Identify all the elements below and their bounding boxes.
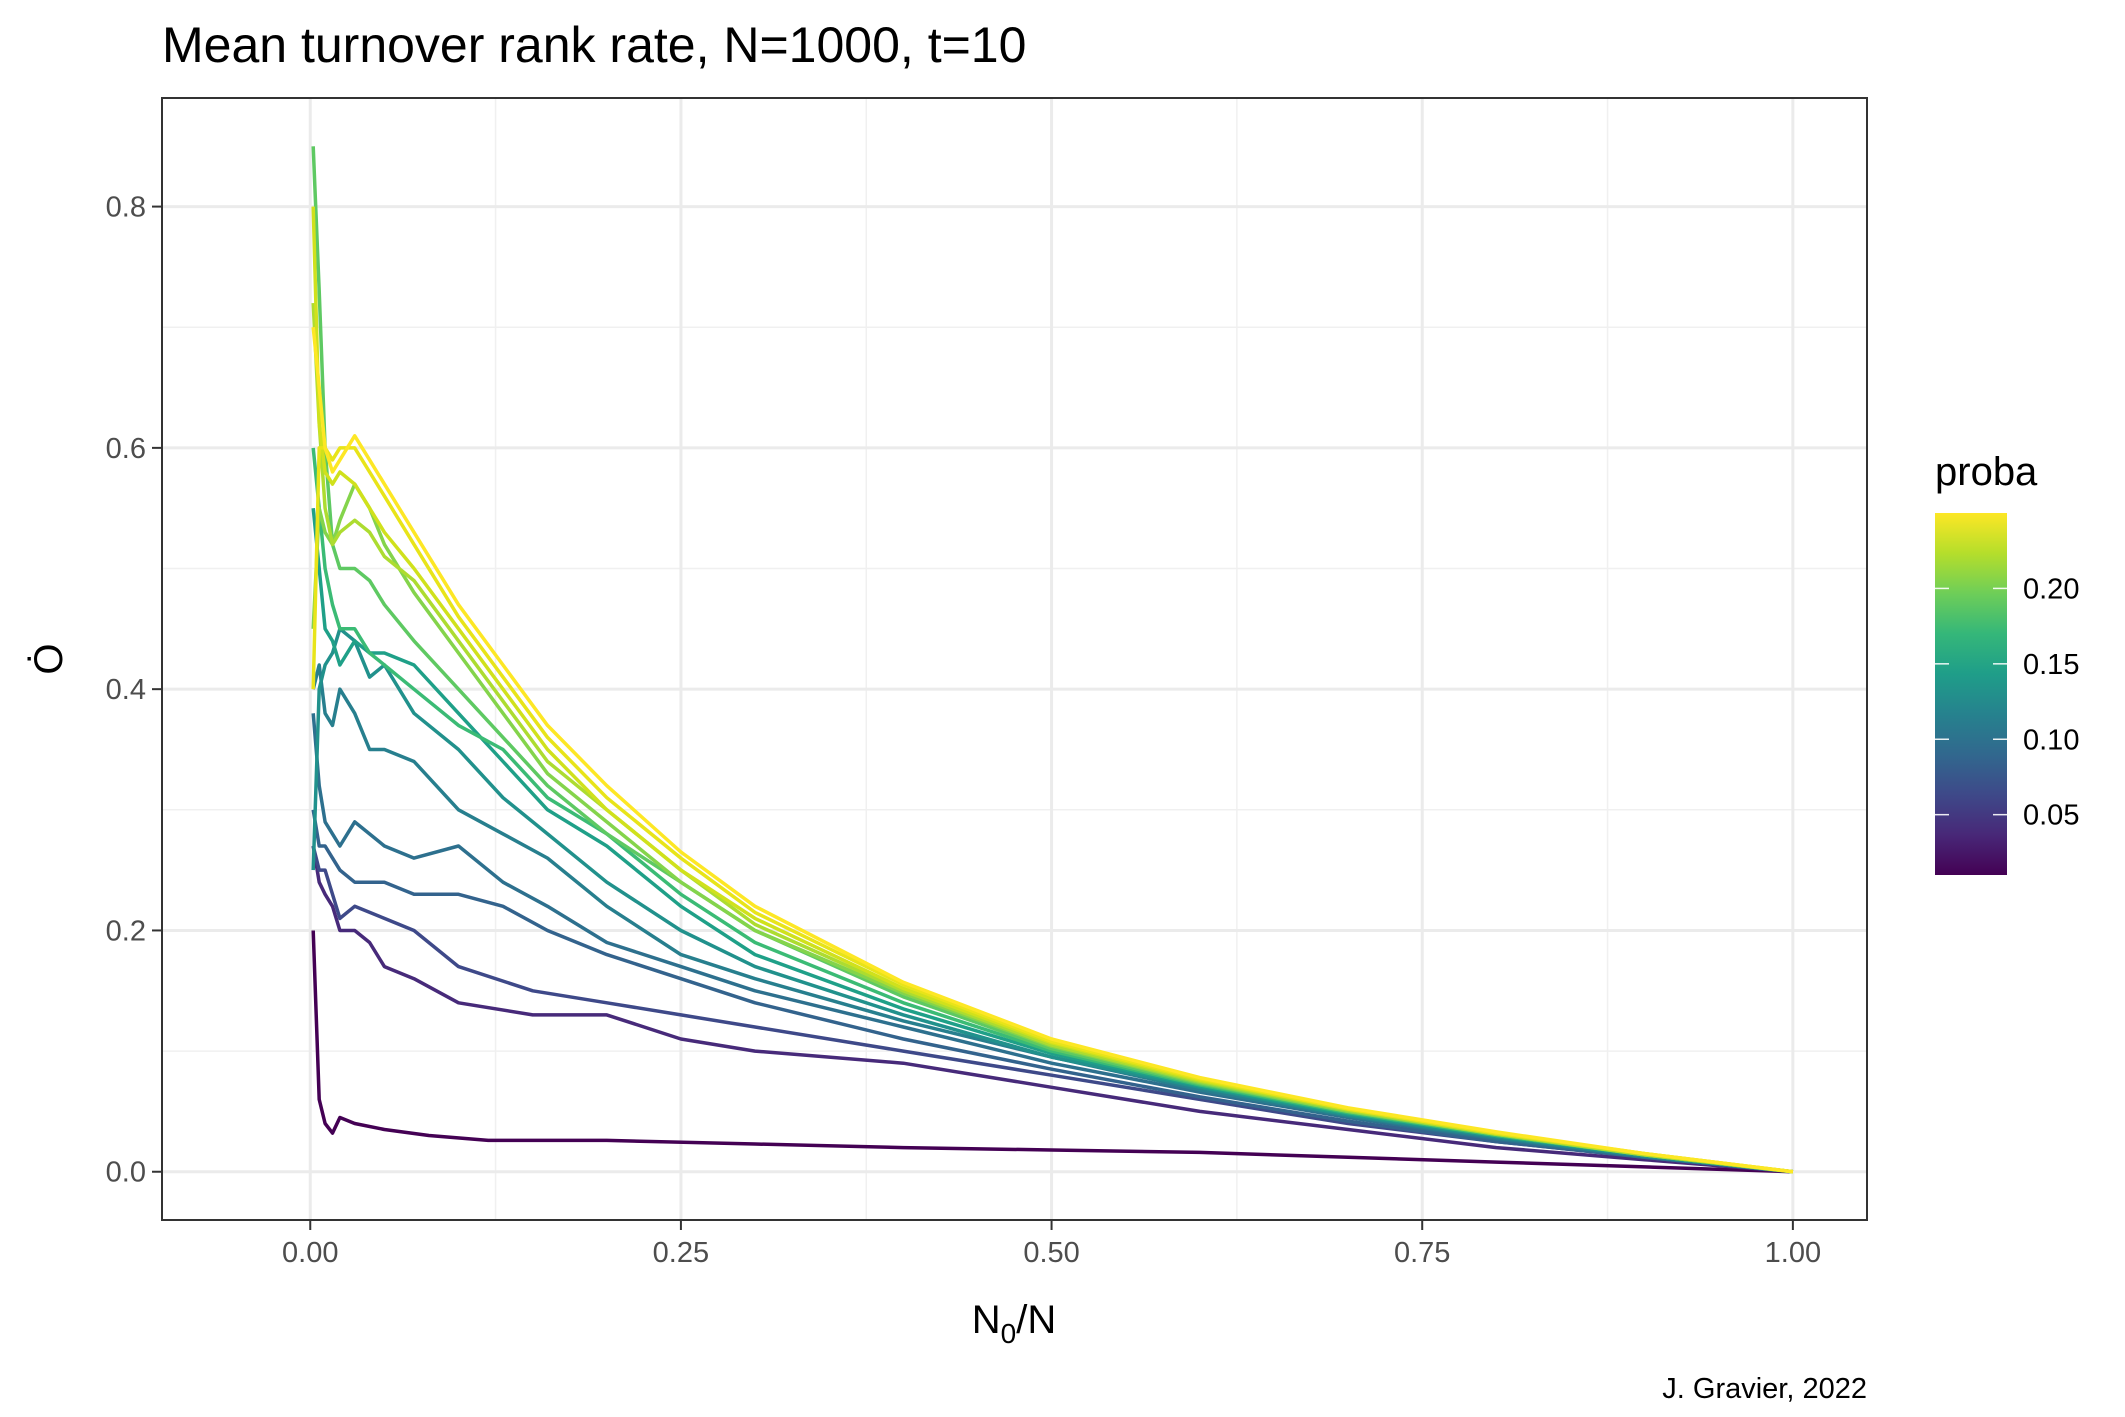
x-tick-label: 1.00 <box>1765 1237 1821 1269</box>
x-axis-title-main: N <box>972 1298 1001 1342</box>
x-axis-title: N0/N <box>972 1298 1056 1349</box>
x-tick-label: 0.75 <box>1394 1237 1450 1269</box>
x-tick-label: 0.50 <box>1023 1237 1079 1269</box>
series-line <box>311 930 1793 1174</box>
x-axis: 0.00 0.25 0.50 0.75 1.00 <box>282 1220 1821 1269</box>
series-lines <box>311 146 1794 1174</box>
colorbar-tick-label: 0.20 <box>2023 573 2079 605</box>
chart-title: Mean turnover rank rate, N=1000, t=10 <box>162 17 1026 73</box>
y-tick-label: 0.8 <box>106 192 146 224</box>
series-line <box>311 845 1794 1174</box>
series-line <box>311 663 1794 1174</box>
y-tick-label: 0.6 <box>106 433 146 465</box>
colorbar-tick-label: 0.10 <box>2023 724 2079 756</box>
x-axis-title-tail: /N <box>1016 1298 1056 1342</box>
caption: J. Gravier, 2022 <box>1662 1373 1867 1405</box>
colorbar-tick-label: 0.05 <box>2023 800 2079 832</box>
y-tick-label: 0.4 <box>106 674 146 706</box>
colorbar-legend: proba 0.05 0.10 0.15 0.20 <box>1935 450 2079 875</box>
x-axis-title-subscript: 0 <box>1001 1318 1017 1349</box>
series-line <box>311 809 1794 1174</box>
colorbar-tick-label: 0.15 <box>2023 649 2079 681</box>
series-line <box>311 327 1794 1174</box>
minor-gridlines <box>162 98 1867 1220</box>
major-gridlines <box>162 98 1867 1220</box>
x-tick-label: 0.25 <box>653 1237 709 1269</box>
plot-panel <box>161 97 1868 1221</box>
y-axis: 0.0 0.2 0.4 0.6 0.8 <box>106 192 162 1189</box>
series-line <box>311 845 1794 1174</box>
y-tick-label: 0.0 <box>106 1157 146 1189</box>
colorbar <box>1935 513 2007 875</box>
colorbar-ticks: 0.05 0.10 0.15 0.20 <box>1935 573 2079 832</box>
panel-border <box>161 97 1868 1221</box>
y-axis-title: Ȯ <box>26 643 71 674</box>
legend-title: proba <box>1935 450 2038 494</box>
x-tick-label: 0.00 <box>282 1237 338 1269</box>
y-tick-label: 0.2 <box>106 915 146 947</box>
